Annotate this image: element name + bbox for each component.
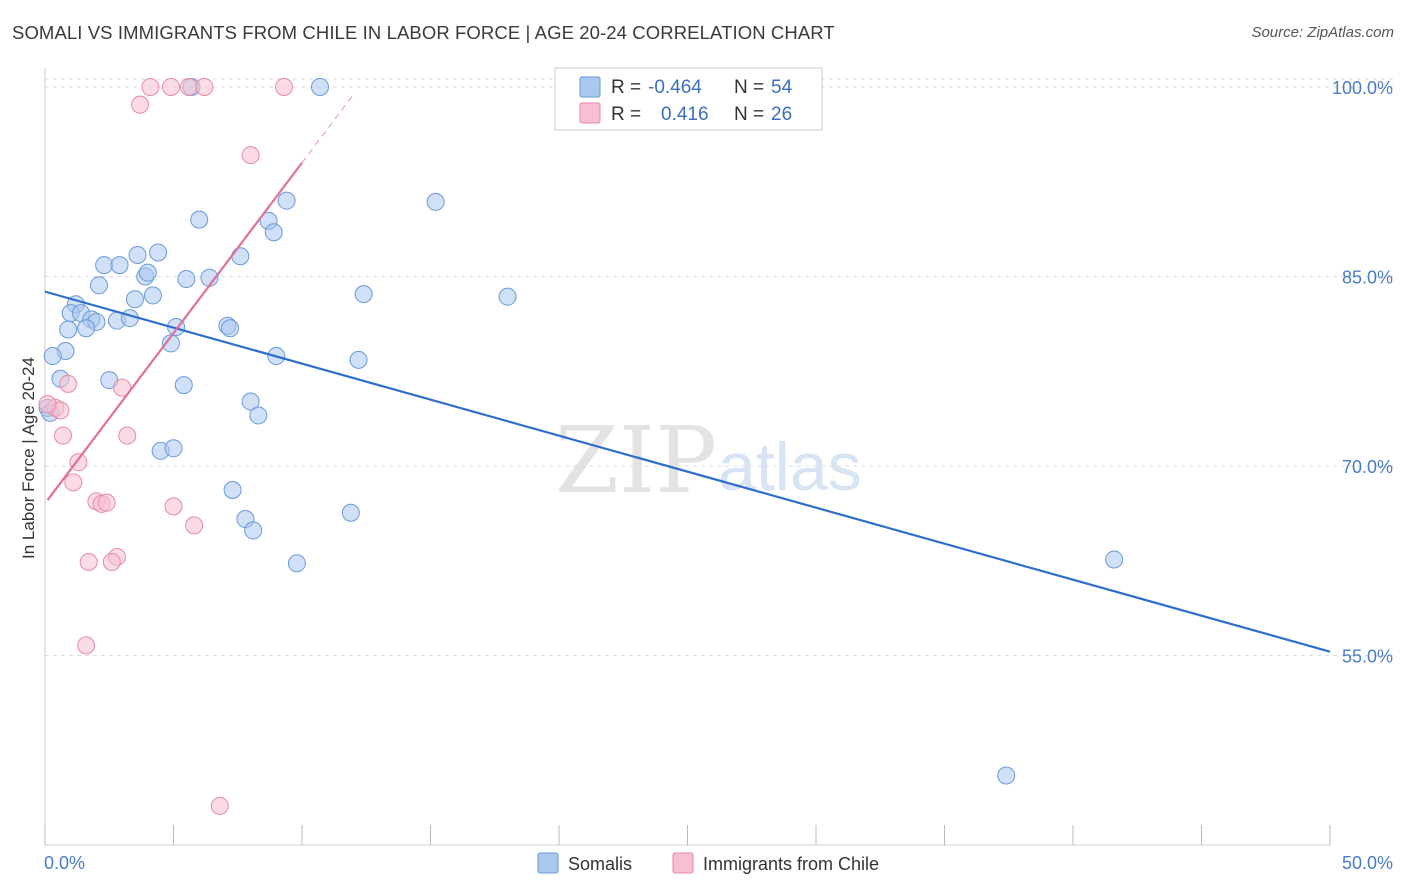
point-chile bbox=[141, 77, 160, 96]
point-chile bbox=[59, 374, 78, 393]
point-somalis bbox=[249, 406, 268, 425]
point-somalis bbox=[125, 290, 144, 309]
point-somalis bbox=[177, 269, 196, 288]
trend-extension-chile bbox=[301, 94, 354, 164]
point-somalis bbox=[43, 347, 62, 366]
point-somalis bbox=[223, 480, 242, 499]
grid-lines bbox=[45, 78, 1395, 656]
point-chile bbox=[97, 493, 116, 512]
y-tick-label: 100.0% bbox=[1332, 78, 1393, 98]
legend-n-label-chile: N = bbox=[734, 104, 764, 125]
legend-r-label-chile: R = bbox=[611, 104, 641, 125]
x-tick-label: 0.0% bbox=[44, 853, 85, 873]
point-chile bbox=[77, 636, 96, 655]
trend-lines bbox=[44, 94, 1331, 653]
point-chile bbox=[64, 473, 83, 492]
legend-n-label-somalis: N = bbox=[734, 77, 764, 98]
point-somalis bbox=[95, 256, 114, 275]
point-somalis bbox=[231, 247, 250, 266]
point-chile bbox=[118, 426, 137, 445]
series-legend: Somalis Immigrants from Chile bbox=[537, 852, 879, 874]
point-somalis bbox=[1105, 550, 1124, 569]
legend-r-value-somalis: -0.464 bbox=[648, 77, 702, 98]
point-chile bbox=[179, 77, 198, 96]
trend-line-chile bbox=[46, 162, 303, 501]
point-chile bbox=[53, 426, 72, 445]
point-chile bbox=[275, 77, 294, 96]
legend-swatch-chile bbox=[579, 102, 601, 124]
watermark-atlas: atlas bbox=[718, 429, 862, 505]
series-legend-label-chile: Immigrants from Chile bbox=[703, 854, 879, 874]
chart-title: SOMALI VS IMMIGRANTS FROM CHILE IN LABOR… bbox=[12, 22, 835, 43]
x-tick-label: 50.0% bbox=[1342, 853, 1393, 873]
point-somalis bbox=[221, 319, 240, 338]
legend-n-value-chile: 26 bbox=[771, 104, 792, 125]
legend-r-value-chile: 0.416 bbox=[661, 104, 709, 125]
data-points bbox=[38, 77, 1124, 815]
point-somalis bbox=[349, 350, 368, 369]
point-somalis bbox=[138, 263, 157, 282]
point-chile bbox=[161, 77, 180, 96]
y-tick-labels: 55.0% 70.0% 85.0% 100.0% bbox=[1332, 78, 1393, 667]
point-chile bbox=[113, 378, 132, 397]
source-credit: Source: ZipAtlas.com bbox=[1251, 24, 1394, 41]
point-chile bbox=[102, 552, 121, 571]
point-chile bbox=[241, 146, 260, 165]
correlation-legend: R = -0.464 N = 54 R = 0.416 N = 26 bbox=[554, 67, 823, 131]
point-chile bbox=[131, 95, 150, 114]
legend-r-label-somalis: R = bbox=[611, 77, 641, 98]
y-tick-label: 55.0% bbox=[1342, 646, 1393, 666]
y-tick-label: 85.0% bbox=[1342, 267, 1393, 287]
y-axis-title: In Labor Force | Age 20-24 bbox=[19, 357, 38, 559]
point-chile bbox=[79, 552, 98, 571]
point-somalis bbox=[264, 223, 283, 242]
legend-n-value-somalis: 54 bbox=[771, 77, 793, 98]
series-legend-swatch-chile bbox=[672, 852, 694, 874]
point-somalis bbox=[174, 376, 193, 395]
point-somalis bbox=[128, 245, 147, 264]
point-somalis bbox=[143, 286, 162, 305]
point-somalis bbox=[310, 77, 329, 96]
point-chile bbox=[38, 395, 57, 414]
watermark: ZIP atlas bbox=[555, 407, 862, 514]
point-somalis bbox=[498, 287, 517, 306]
point-somalis bbox=[244, 521, 263, 540]
trend-line-somalis bbox=[44, 290, 1331, 653]
watermark-zip: ZIP bbox=[555, 407, 717, 514]
point-somalis bbox=[59, 320, 78, 339]
y-tick-label: 70.0% bbox=[1342, 457, 1393, 477]
point-somalis bbox=[277, 191, 296, 210]
point-somalis bbox=[77, 319, 96, 338]
x-tick-labels: 0.0% 50.0% bbox=[44, 853, 1393, 873]
point-somalis bbox=[354, 285, 373, 304]
legend-swatch-somalis bbox=[579, 76, 601, 98]
point-chile bbox=[185, 516, 204, 535]
point-somalis bbox=[190, 210, 209, 229]
point-somalis bbox=[241, 392, 260, 411]
point-somalis bbox=[341, 503, 360, 522]
axes bbox=[44, 68, 1331, 846]
point-somalis bbox=[287, 554, 306, 573]
point-somalis bbox=[997, 766, 1016, 785]
point-chile bbox=[164, 497, 183, 516]
point-somalis bbox=[426, 192, 445, 211]
point-somalis bbox=[149, 243, 168, 262]
point-somalis bbox=[110, 256, 129, 275]
series-legend-swatch-somalis bbox=[537, 852, 559, 874]
series-legend-label-somalis: Somalis bbox=[568, 854, 632, 874]
point-chile bbox=[210, 796, 229, 815]
point-somalis bbox=[89, 276, 108, 295]
point-somalis bbox=[164, 439, 183, 458]
point-chile bbox=[195, 77, 214, 96]
